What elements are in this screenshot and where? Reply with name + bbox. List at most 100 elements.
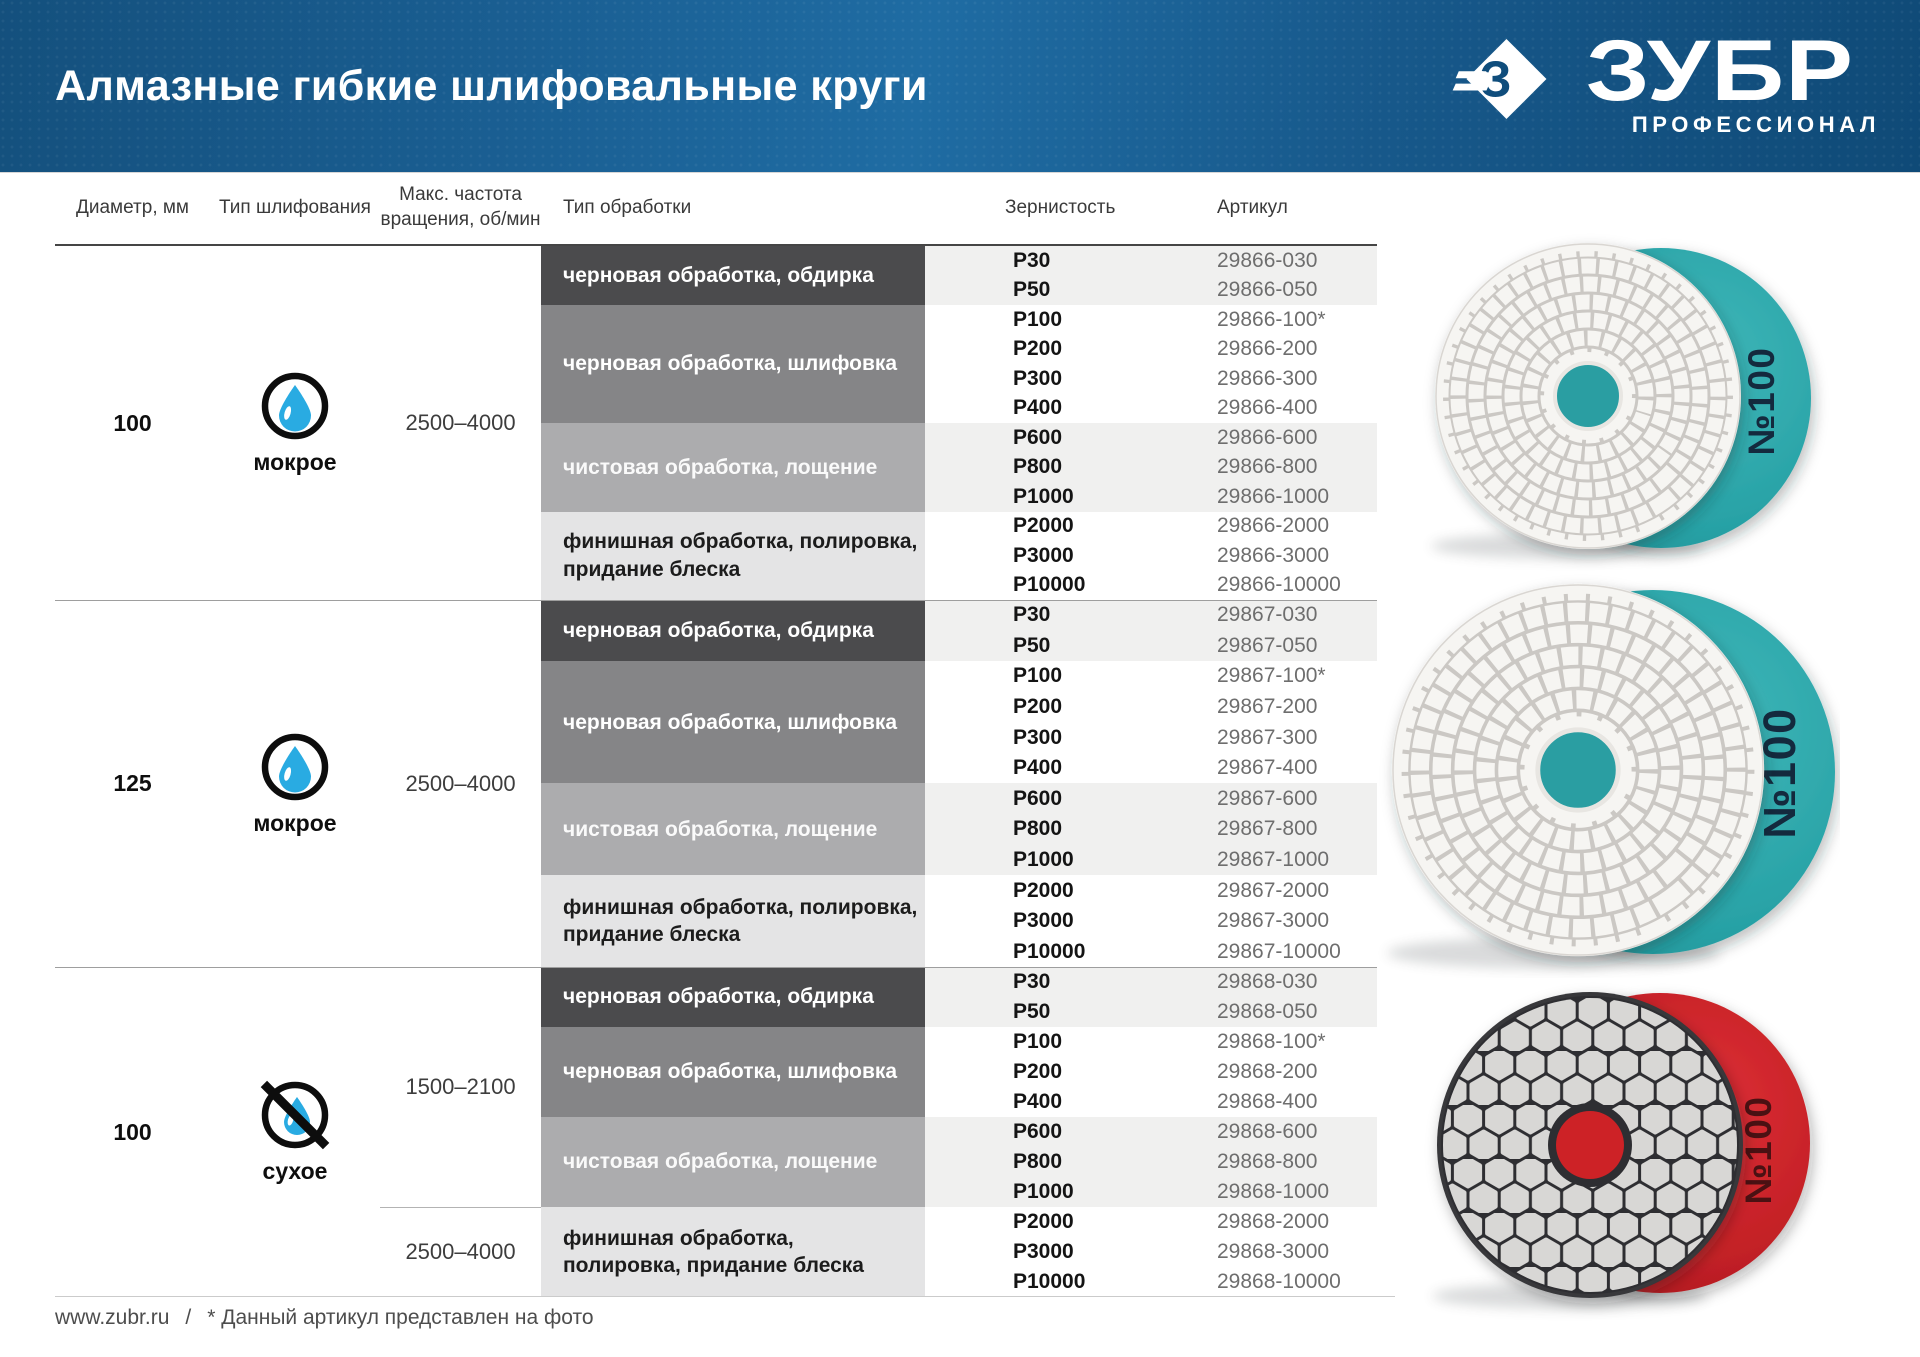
polishing-disc-wet (1391, 583, 1765, 957)
no-water-icon (260, 1080, 330, 1150)
product-group: 100 мокрое 2500–4000 черновая обработка, о… (0, 246, 1920, 600)
grit-band: P600 29868-600 P800 29868-800 P1000 29868-100… (925, 1117, 1377, 1207)
processing-block: черновая обработка, обдирка (541, 600, 925, 662)
speed-value: 2500–4000 (405, 410, 516, 435)
page-title: Алмазные гибкие шлифовальные круги (55, 61, 928, 110)
table-header-underline (55, 244, 1377, 246)
processing-label: черновая обработка, обдирка (563, 618, 874, 642)
sku-value: 29868-2000 (1217, 1210, 1330, 1233)
polishing-disc-dry (1437, 992, 1743, 1298)
sku-value: 29867-2000 (1217, 878, 1330, 902)
grit-value: P2000 (1013, 514, 1074, 538)
table-row: P600 29866-600 (925, 423, 1377, 453)
grit-value: P800 (1013, 455, 1063, 479)
grit-band: P30 29866-030 P50 29866-050 (925, 246, 1377, 305)
sku-value: 29866-2000 (1217, 514, 1330, 538)
table-row: P400 29868-400 (925, 1087, 1377, 1117)
grit-value: P10000 (1013, 573, 1086, 597)
processing-block: черновая обработка, обдирка (541, 967, 925, 1027)
grit-sku-rows: P30 29867-030 P50 29867-050 P100 29867-100* P2… (925, 600, 1377, 967)
sku-value: 29868-1000 (1217, 1180, 1330, 1203)
grit-value: P300 (1013, 725, 1063, 749)
grit-value: P100 (1013, 307, 1063, 331)
table-row: P3000 29867-3000 (925, 906, 1377, 937)
table-row: P1000 29867-1000 (925, 845, 1377, 876)
grit-band: P2000 29868-2000 P3000 29868-3000 P10000 2986… (925, 1207, 1377, 1297)
speed-value: 2500–4000 (405, 770, 516, 796)
sku-value: 29868-200 (1217, 1060, 1318, 1083)
processing-label: чистовая обработка, лощение (563, 455, 878, 479)
table-row: P1000 29868-1000 (925, 1177, 1377, 1207)
sku-value: 29866-800 (1217, 455, 1318, 479)
processing-label: черновая обработка, шлифовка (563, 1060, 898, 1084)
processing-label: чистовая обработка, лощение (563, 1150, 878, 1174)
processing-label: черновая обработка, обдирка (563, 985, 874, 1009)
pad-size-badge: №100 (1741, 347, 1782, 456)
speed-divider-line (380, 1207, 541, 1208)
table-row: P10000 29868-10000 (925, 1267, 1377, 1297)
sku-value: 29868-050 (1217, 1000, 1318, 1023)
group-separator (55, 967, 1377, 968)
grit-value: P400 (1013, 756, 1063, 780)
sku-value: 29867-050 (1217, 633, 1318, 657)
grinding-type-cell: сухое (210, 967, 380, 1297)
table-bottom-border (55, 1296, 1395, 1297)
diameter-value: 100 (113, 1118, 152, 1145)
sku-value: 29867-400 (1217, 756, 1318, 780)
grit-value: P30 (1013, 248, 1051, 272)
grit-value: P30 (1013, 603, 1051, 627)
diameter-value: 100 (113, 409, 152, 436)
table-row: P600 29868-600 (925, 1117, 1377, 1147)
brand-name: ЗУБР (1585, 23, 1855, 119)
grit-value: P30 (1013, 970, 1051, 993)
grit-value: P50 (1013, 633, 1051, 657)
sku-value: 29866-3000 (1217, 543, 1330, 567)
sku-value: 29868-030 (1217, 970, 1318, 993)
brand-subtitle: ПРОФЕССИОНАЛ (1631, 112, 1880, 137)
processing-block: чистовая обработка, лощение (541, 423, 925, 512)
grit-band: P600 29867-600 P800 29867-800 P1000 29867-100… (925, 783, 1377, 876)
table-row: P2000 29868-2000 (925, 1207, 1377, 1237)
processing-label: черновая обработка, шлифовка (563, 352, 898, 376)
sku-value: 29866-200 (1217, 337, 1318, 361)
sku-value: 29868-400 (1217, 1090, 1318, 1113)
grit-value: P3000 (1013, 909, 1074, 933)
max-frequency-line1: Макс. частота (399, 184, 522, 206)
grit-value: P600 (1013, 425, 1063, 449)
grinding-type-cell: мокрое (210, 600, 380, 967)
grit-value: P300 (1013, 366, 1063, 390)
grit-value: P3000 (1013, 1240, 1074, 1263)
wet-grinding-icon (259, 370, 331, 442)
grit-sku-rows: P30 29868-030 P50 29868-050 P100 29868-100* P2… (925, 967, 1377, 1297)
grit-value: P200 (1013, 1060, 1063, 1083)
wet-grinding-icon (259, 731, 331, 803)
product-group: 125 мокрое 2500–4000 черновая обработка, о… (0, 600, 1920, 967)
product-group: 100 сухое 1500–2100 2500–4000 черновая обра… (0, 967, 1920, 1297)
grit-band: P2000 29866-2000 P3000 29866-3000 P10000 2986… (925, 511, 1377, 600)
processing-block: черновая обработка, шлифовка (541, 661, 925, 784)
speed-line-icon (1455, 71, 1487, 79)
grit-value: P600 (1013, 1120, 1063, 1143)
grinding-type-label: мокрое (253, 449, 337, 475)
water-drop-icon (261, 372, 329, 440)
table-row: P2000 29866-2000 (925, 512, 1377, 542)
sku-value: 29868-10000 (1217, 1270, 1341, 1293)
dry-grinding-icon (259, 1079, 331, 1151)
grit-value: P50 (1013, 1000, 1051, 1023)
max-speed-cell: 1500–2100 2500–4000 (380, 967, 541, 1297)
table-row: P300 29867-300 (925, 722, 1377, 753)
column-header-grit: Зернистость (1005, 196, 1116, 218)
table-row: P100 29867-100* (925, 661, 1377, 692)
table-row: P30 29868-030 (925, 967, 1377, 997)
processing-block: черновая обработка, обдирка (541, 246, 925, 305)
grit-value: P1000 (1013, 484, 1074, 508)
processing-block: финишная обработка, полировка, придание … (541, 1207, 925, 1297)
table-row: P3000 29866-3000 (925, 541, 1377, 571)
table-row: P200 29868-200 (925, 1057, 1377, 1087)
grit-value: P10000 (1013, 1270, 1086, 1293)
footnote: * Данный артикул представлен на фото (207, 1306, 594, 1329)
footer-divider: / (185, 1306, 192, 1329)
processing-block: черновая обработка, шлифовка (541, 1027, 925, 1117)
table-row: P2000 29867-2000 (925, 875, 1377, 906)
